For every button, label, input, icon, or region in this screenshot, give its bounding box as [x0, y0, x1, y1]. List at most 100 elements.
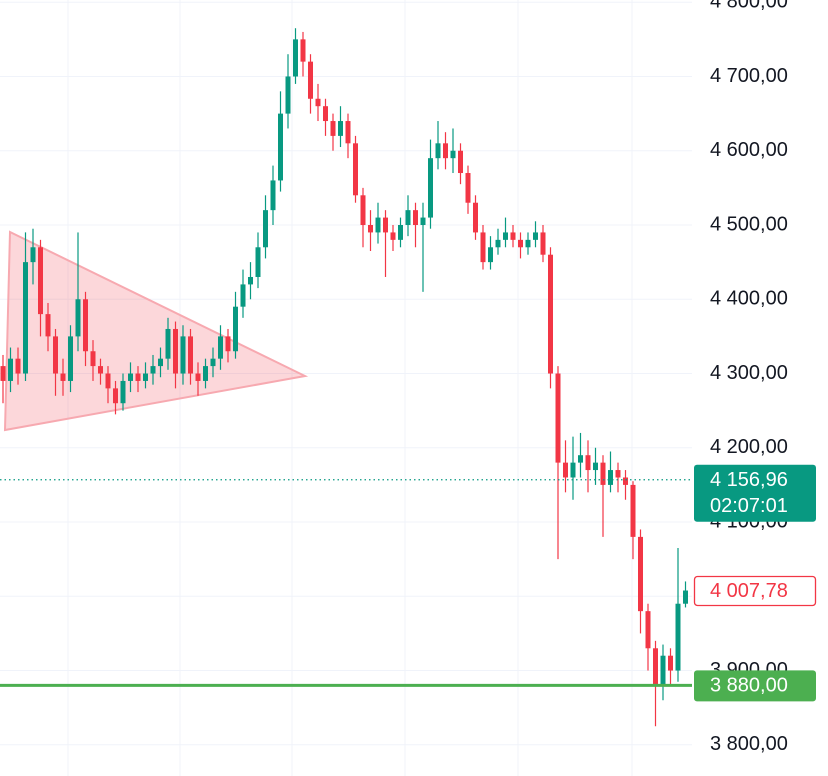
y-tick-label: 4 200,00: [710, 436, 788, 458]
candle-body: [555, 373, 561, 463]
candle-body: [458, 150, 463, 174]
candle-body: [105, 373, 111, 389]
candle-body: [23, 262, 28, 374]
y-tick-label: 4 400,00: [710, 288, 788, 310]
candle-body: [113, 388, 118, 404]
candle-body: [503, 232, 508, 240]
candle-body: [248, 276, 253, 285]
price-tag: [693, 575, 817, 607]
candle-body: [285, 76, 291, 114]
candle-body: [225, 336, 231, 352]
candle-body: [315, 98, 321, 107]
price-grid: [0, 1, 692, 746]
candle-body: [368, 225, 373, 233]
candle-body: [398, 225, 403, 240]
candle-body: [435, 143, 441, 159]
y-tick-label: 4 300,00: [710, 362, 788, 384]
candles: [0, 28, 688, 727]
candle-body: [0, 366, 6, 381]
candle-body: [630, 484, 636, 537]
candle-body: [578, 455, 583, 463]
candle-body: [83, 299, 88, 352]
candle-body: [128, 373, 133, 381]
price-tag: [694, 670, 816, 702]
price-tag-label: 4 156,96: [710, 469, 788, 491]
candle-body: [638, 536, 643, 612]
candle-body: [510, 232, 516, 240]
candle-body: [15, 358, 21, 374]
candle-body: [518, 239, 523, 248]
candle-body: [668, 655, 673, 671]
candle-body: [53, 336, 58, 374]
candle-body: [593, 462, 598, 471]
candle-body: [203, 366, 208, 381]
candle-body: [173, 328, 178, 374]
candle-body: [188, 336, 193, 374]
candle-body: [143, 373, 148, 381]
candle-body: [563, 462, 568, 478]
candle-body: [45, 314, 51, 337]
candle-body: [353, 143, 358, 196]
candle-body: [375, 217, 381, 233]
candle-body: [330, 121, 336, 136]
candle-body: [195, 373, 201, 381]
candle-body: [420, 217, 426, 226]
candle-body: [30, 247, 36, 263]
candle-body: [345, 121, 351, 144]
candle-body: [443, 143, 448, 159]
candle-body: [645, 611, 651, 649]
candle-body: [270, 180, 276, 211]
candle-body: [323, 106, 328, 122]
candle-body: [180, 336, 186, 374]
candle-body: [473, 202, 478, 233]
candle-body: [413, 210, 418, 226]
candle-body: [390, 232, 396, 240]
candle-body: [525, 239, 531, 248]
candle-body: [68, 336, 73, 381]
candle-body: [60, 373, 66, 381]
triangle-drawing: [3, 230, 309, 432]
candle-body: [255, 247, 261, 277]
price-tag-label: 4 007,78: [710, 580, 788, 602]
candle-body: [278, 113, 283, 181]
candle-body: [570, 462, 576, 478]
candle-body: [338, 121, 343, 136]
candle-body: [600, 462, 606, 485]
overlay: 3 800,003 900,004 000,004 100,004 200,00…: [0, 0, 817, 755]
y-tick-label: 4 600,00: [710, 139, 788, 161]
candle-body: [428, 158, 433, 218]
candle-body: [90, 351, 96, 367]
candle-body: [360, 195, 366, 226]
candle-body: [585, 455, 591, 471]
candle-body: [450, 150, 456, 159]
candle-body: [233, 306, 238, 352]
candle-body: [8, 358, 13, 381]
candle-body: [608, 470, 613, 485]
candle-body: [240, 284, 246, 307]
candle-body: [548, 254, 553, 374]
y-tick-label: 4 500,00: [710, 213, 788, 235]
candle-body: [480, 232, 486, 263]
candle-body: [623, 477, 628, 485]
countdown-label: 02:07:01: [710, 495, 788, 517]
y-tick-label: 3 800,00: [710, 733, 788, 755]
candle-body: [653, 648, 658, 686]
candle-body: [210, 358, 216, 367]
candle-body: [675, 603, 681, 671]
candle-body: [405, 210, 411, 226]
candle-body: [135, 373, 141, 381]
y-tick-label: 4 700,00: [710, 65, 788, 87]
candle-body: [683, 590, 688, 604]
candle-body: [293, 39, 298, 77]
candle-body: [308, 61, 313, 99]
candle-body: [75, 299, 81, 337]
y-tick-label: 4 800,00: [710, 0, 788, 13]
candle-body: [660, 655, 666, 686]
candle-body: [158, 358, 163, 367]
price-tag-label: 3 880,00: [710, 675, 788, 697]
candle-body: [38, 247, 43, 315]
candle-body: [383, 217, 388, 233]
candle-body: [98, 366, 103, 374]
candle-body: [120, 380, 126, 404]
